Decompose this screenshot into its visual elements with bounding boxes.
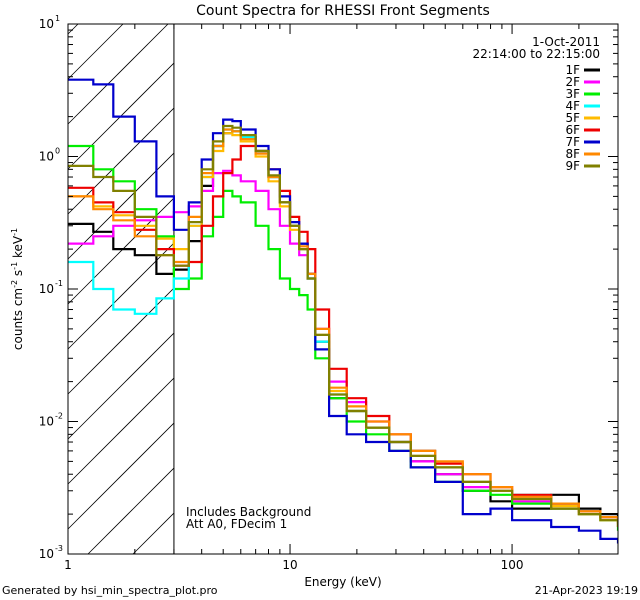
series-line-6F xyxy=(68,144,618,524)
hatch-line xyxy=(67,242,175,350)
excluded-energy-hatch xyxy=(67,23,175,555)
plot-frame xyxy=(67,23,619,555)
hatch-line xyxy=(67,107,175,215)
hatch-line xyxy=(67,422,175,530)
hatch-line xyxy=(87,467,175,555)
legend-label-4F: 4F xyxy=(565,99,580,113)
y-tick-label: 10 xyxy=(39,17,54,31)
series-line-9F xyxy=(68,124,618,527)
series-line-2F xyxy=(68,169,618,521)
y-tick-label-exponent: 0 xyxy=(55,147,60,156)
hatch-line xyxy=(67,377,175,485)
legend-label-1F: 1F xyxy=(565,63,580,77)
hatch-line xyxy=(67,23,79,35)
footer-generated-by: Generated by hsi_min_spectra_plot.pro xyxy=(2,584,218,597)
x-tick-label: 100 xyxy=(501,558,524,572)
hatch-line xyxy=(67,23,124,80)
series-line-7F xyxy=(68,78,618,544)
y-tick-label-exponent: -3 xyxy=(55,544,63,553)
legend-label-8F: 8F xyxy=(565,147,580,161)
series-line-4F xyxy=(68,128,618,524)
legend-label-7F: 7F xyxy=(565,135,580,149)
y-tick-label: 10 xyxy=(39,547,54,561)
legend-label-3F: 3F xyxy=(565,87,580,101)
hatch-line xyxy=(67,287,175,395)
annotation-attenuator: Att A0, FDecim 1 xyxy=(186,517,287,531)
annotation-background: Includes Background xyxy=(186,505,311,519)
series-line-3F xyxy=(68,144,618,531)
y-tick-label: 10 xyxy=(39,150,54,164)
y-axis-label: counts cm-2 s-1 keV-1 xyxy=(10,228,25,350)
chart-title: Count Spectra for RHESSI Front Segments xyxy=(196,3,490,19)
hatch-line xyxy=(132,512,175,555)
hatch-line xyxy=(67,197,175,305)
y-tick-label: 10 xyxy=(39,415,54,429)
legend-label-5F: 5F xyxy=(565,111,580,125)
time-range-label: 22:14:00 to 22:15:00 xyxy=(473,47,600,61)
x-tick-label: 1 xyxy=(64,558,72,572)
series-line-5F xyxy=(68,132,618,527)
series-lines xyxy=(68,78,618,544)
hatch-line xyxy=(67,23,169,125)
footer-timestamp: 21-Apr-2023 19:19 xyxy=(534,584,638,597)
legend-label-2F: 2F xyxy=(565,75,580,89)
x-tick-label: 10 xyxy=(282,558,297,572)
hatch-line xyxy=(67,332,175,440)
date-label: 1-Oct-2011 xyxy=(532,35,600,49)
x-axis-label: Energy (keV) xyxy=(304,575,381,589)
legend-label-9F: 9F xyxy=(565,159,580,173)
legend-label-6F: 6F xyxy=(565,123,580,137)
y-tick-label: 10 xyxy=(39,282,54,296)
y-tick-label-exponent: -1 xyxy=(55,279,63,288)
series-line-1F xyxy=(68,130,618,521)
y-tick-label-exponent: -2 xyxy=(55,412,63,421)
series-line-8F xyxy=(68,128,618,527)
y-tick-label-exponent: 1 xyxy=(55,14,60,23)
